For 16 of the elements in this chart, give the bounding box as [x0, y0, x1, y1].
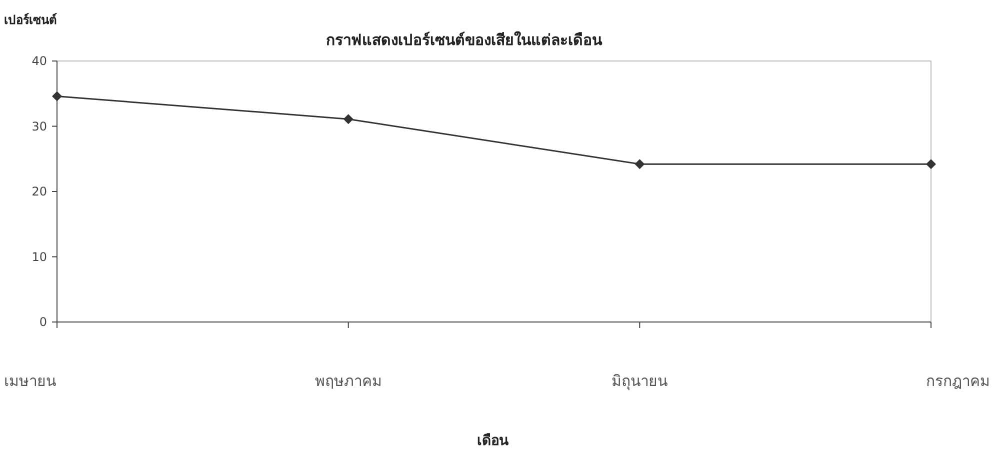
x-tick-label: มิถุนายน — [612, 372, 668, 391]
y-tick-label: 0 — [39, 315, 47, 329]
x-tick-label: เมษายน — [4, 372, 56, 390]
point — [634, 159, 645, 170]
y-tick-label: 40 — [32, 54, 47, 68]
y-tick-label: 10 — [32, 250, 47, 264]
point — [343, 114, 354, 124]
y-axis-title: เปอร์เซนต์ — [4, 13, 57, 27]
x-axis-title: เดือน — [477, 433, 509, 449]
point — [52, 91, 62, 102]
x-tick-label: พฤษภาคม — [314, 372, 382, 390]
y-tick-label: 20 — [32, 184, 47, 198]
x-tick-label: กรกฎาคม — [926, 372, 990, 390]
y-tick-label: 30 — [32, 119, 47, 134]
point — [926, 159, 936, 170]
chart-title: กราฟแสดงเปอร์เซนต์ของเสียในแต่ละเดือน — [326, 31, 603, 49]
